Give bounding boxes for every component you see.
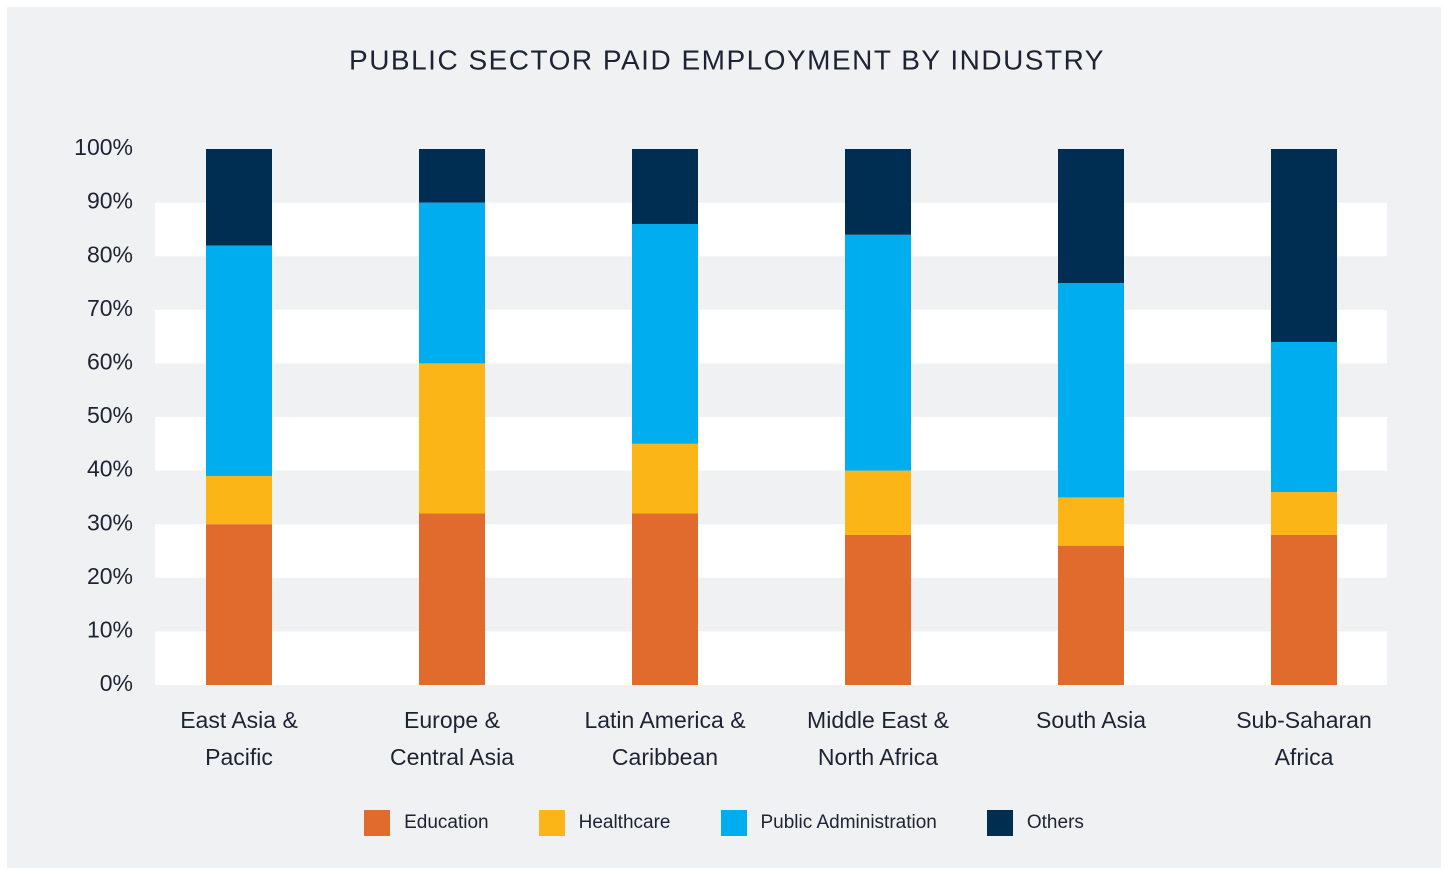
legend-item: Public Administration: [720, 810, 937, 836]
grid-band: [155, 202, 1387, 257]
bar-segment: [845, 470, 911, 535]
y-tick-label: 90%: [87, 188, 133, 214]
grid-band: [155, 631, 1387, 685]
legend-label: Others: [1026, 812, 1084, 833]
y-tick-label: 10%: [87, 616, 133, 642]
bar-segment: [419, 513, 485, 685]
bar-segment: [845, 534, 911, 685]
bar-segment: [1058, 283, 1124, 498]
legend-label: Education: [404, 812, 489, 833]
bar-segment: [1058, 497, 1124, 546]
legend-label: Public Administration: [760, 812, 937, 833]
grid-band: [155, 309, 1387, 364]
y-tick-label: 20%: [87, 563, 133, 589]
y-tick-label: 0%: [100, 670, 133, 696]
y-tick-label: 50%: [87, 402, 133, 428]
y-tick-label: 40%: [87, 456, 133, 482]
grid-band: [155, 417, 1387, 471]
bar-segment: [206, 149, 272, 246]
legend-swatch: [986, 810, 1013, 836]
x-tick-label: Middle East & North Africa: [807, 707, 949, 770]
bar-segment: [419, 363, 485, 514]
bar-segment: [1058, 149, 1124, 283]
legend: Education Healthcare Public Administration…: [0, 810, 1448, 836]
grid-band: [155, 524, 1387, 578]
bar-segment: [1271, 341, 1337, 493]
y-tick-label: 100%: [74, 134, 133, 160]
bar-segment: [845, 234, 911, 471]
legend-swatch: [364, 810, 391, 836]
y-tick-label: 80%: [87, 241, 133, 267]
bar-segment: [206, 245, 272, 476]
bar-segment: [632, 224, 698, 444]
bar-segment: [845, 149, 911, 235]
y-tick-label: 70%: [87, 295, 133, 321]
bar-segment: [1058, 545, 1124, 685]
bar-segment: [632, 443, 698, 514]
legend-item: Others: [986, 810, 1084, 836]
x-tick-label: Latin America & Caribbean: [584, 707, 746, 770]
chart-title: PUBLIC SECTOR PAID EMPLOYMENT BY INDUSTR…: [349, 44, 1105, 75]
bar-segment: [632, 513, 698, 685]
bar-segment: [1271, 534, 1337, 685]
y-tick-label: 30%: [87, 509, 133, 535]
bar-segment: [419, 202, 485, 364]
bar-segment: [1271, 149, 1337, 342]
bar-segment: [632, 149, 698, 225]
legend-label: Healthcare: [578, 812, 671, 833]
legend-item: Healthcare: [538, 810, 671, 836]
bar-segment: [206, 475, 272, 525]
x-tick-label: Sub-Saharan Africa: [1236, 707, 1372, 770]
bar-segment: [206, 524, 272, 685]
x-tick-label: Europe & Central Asia: [389, 707, 514, 770]
y-tick-label: 60%: [87, 348, 133, 374]
bar-segment: [419, 149, 485, 203]
x-tick-label: South Asia: [1036, 707, 1146, 733]
x-tick-label: East Asia & Pacific: [180, 707, 298, 770]
legend-item: Education: [364, 810, 489, 836]
legend-swatch: [720, 810, 747, 836]
legend-swatch: [538, 810, 565, 836]
bar-segment: [1271, 492, 1337, 535]
